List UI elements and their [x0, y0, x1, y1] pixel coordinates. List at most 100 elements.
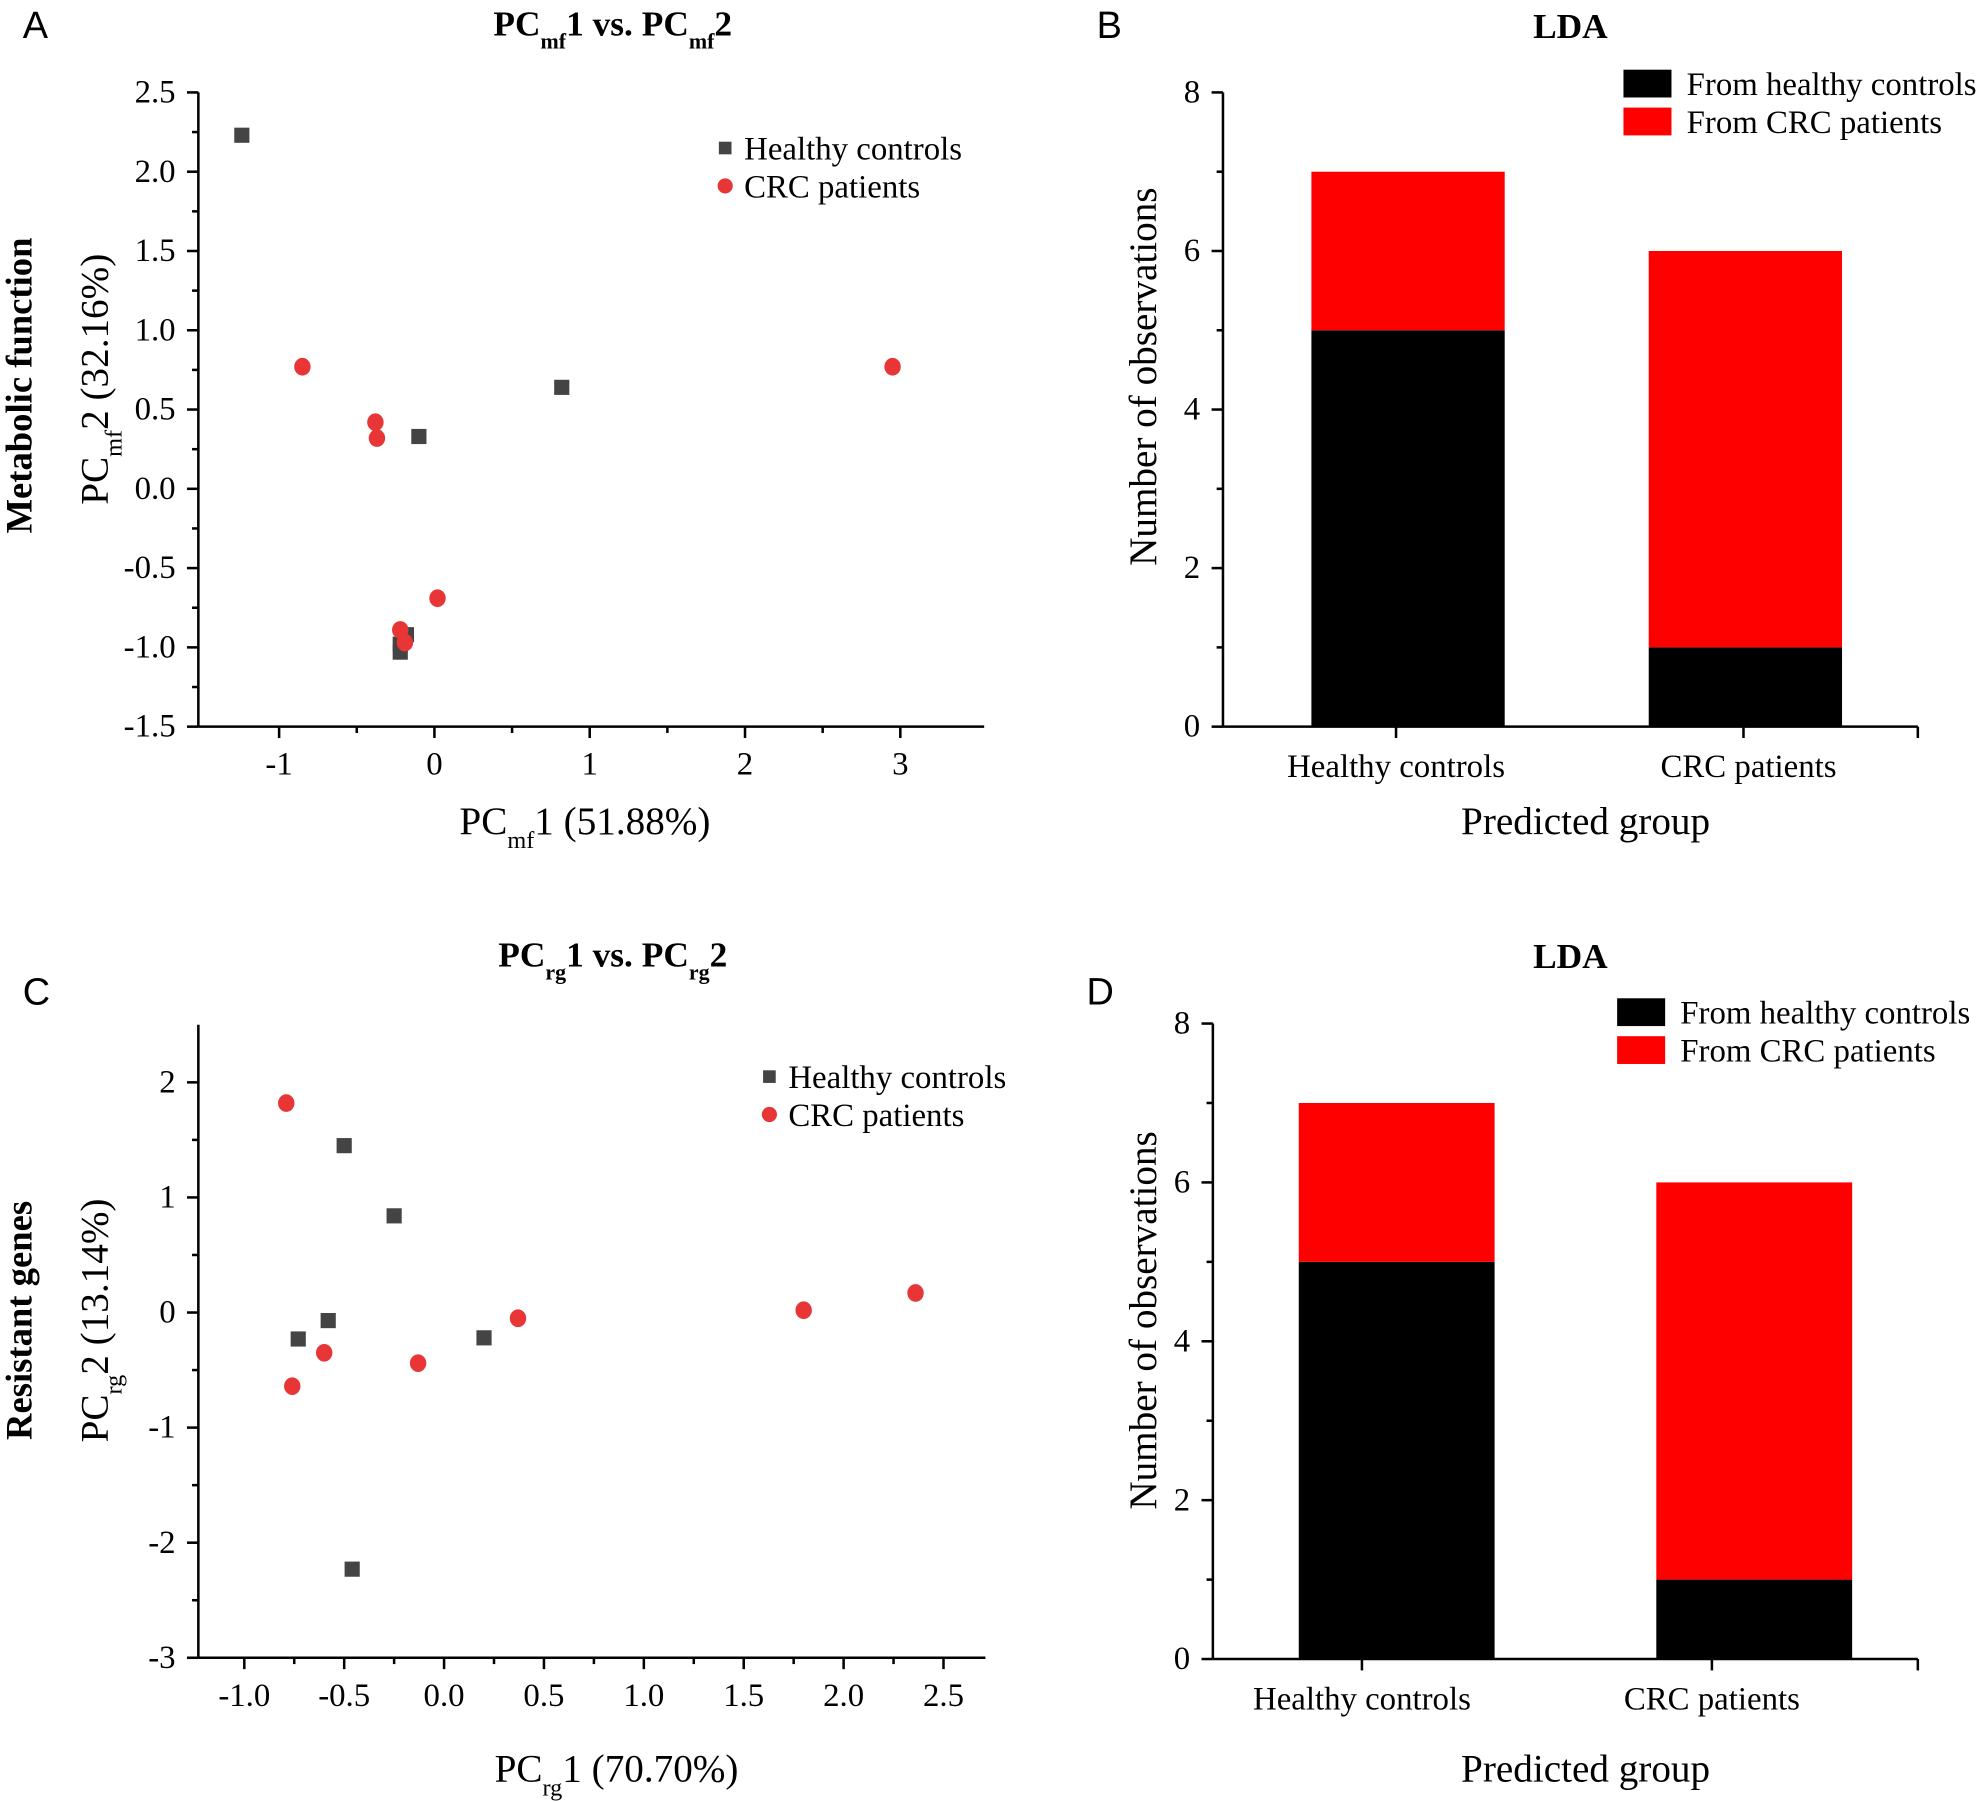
- point-healthy: [411, 428, 427, 445]
- x-tick-label: CRC patients: [1661, 749, 1837, 785]
- bar-from-crc: [1298, 1102, 1495, 1262]
- y-tick-label: -1.0: [124, 629, 176, 665]
- y-axis-label-part: rg: [100, 1375, 127, 1395]
- panel-label-B: B: [1097, 5, 1122, 47]
- point-crc: [278, 1094, 295, 1112]
- y-tick-label: -3: [148, 1640, 175, 1676]
- chart-title-part: rg: [545, 959, 566, 984]
- bar-from-crc: [1648, 250, 1843, 648]
- x-tick-label: 3: [892, 747, 908, 783]
- x-tick-label: 1.0: [623, 1678, 664, 1714]
- point-crc: [294, 357, 311, 376]
- bar-from-healthy: [1648, 647, 1843, 727]
- legend-label: From CRC patients: [1680, 1033, 1935, 1069]
- chart-title-part: 1 vs. PC: [566, 4, 689, 44]
- chart-title-part: mf: [689, 28, 715, 53]
- y-tick-label: 0: [1174, 1641, 1190, 1677]
- chart-title: PCrg1 vs. PCrg2: [498, 935, 727, 985]
- y-axis-label: Number of observations: [1122, 187, 1165, 565]
- point-crc: [315, 1343, 333, 1362]
- chart-title: LDA: [1533, 6, 1608, 46]
- point-crc: [409, 1354, 427, 1373]
- y-tick-label: -1.5: [124, 709, 176, 745]
- point-crc: [368, 429, 386, 447]
- y-tick-label: -0.5: [124, 550, 176, 586]
- legend-label: From CRC patients: [1687, 105, 1942, 141]
- legend-label: Healthy controls: [788, 1060, 1006, 1096]
- y-tick-label: -2: [148, 1525, 175, 1561]
- legend-marker: [718, 141, 732, 155]
- x-axis-label: PCrg1 (70.70%): [495, 1748, 739, 1801]
- y-tick-label: 4: [1184, 392, 1200, 428]
- point-healthy: [336, 1138, 352, 1154]
- chart-title-part: rg: [689, 959, 710, 984]
- legend-swatch: [1623, 107, 1672, 136]
- point-crc: [795, 1301, 812, 1320]
- point-crc: [284, 1377, 301, 1396]
- x-tick-label: 0: [426, 747, 442, 783]
- x-tick-label: 1.5: [723, 1678, 764, 1714]
- bar-from-healthy: [1298, 1261, 1495, 1660]
- y-axis-label-part: 2 (13.14%): [73, 1199, 116, 1375]
- y-tick-label: 4: [1174, 1323, 1190, 1359]
- x-tick-label: -1: [265, 747, 292, 783]
- legend-swatch: [1623, 69, 1672, 98]
- x-axis-label-part: 1 (70.70%): [562, 1748, 738, 1791]
- x-tick-label: 1: [582, 747, 598, 783]
- y-tick-label: 1: [159, 1180, 175, 1216]
- chart-title: PCmf1 vs. PCmf2: [493, 4, 732, 54]
- point-healthy: [386, 1208, 402, 1224]
- legend-label: From healthy controls: [1687, 67, 1977, 103]
- x-axis-label-part: PC: [495, 1748, 543, 1791]
- y-tick-label: 8: [1174, 1006, 1190, 1042]
- x-tick-label: -0.5: [318, 1678, 370, 1714]
- chart-title-part: mf: [541, 28, 567, 53]
- x-axis-label: Predicted group: [1461, 1748, 1710, 1791]
- y-tick-label: 2.0: [135, 154, 176, 190]
- side-label: Resistant genes: [0, 1201, 40, 1440]
- chart-title-part: 1 vs. PC: [566, 935, 689, 975]
- legend-swatch: [1617, 1036, 1666, 1064]
- legend-label: From healthy controls: [1680, 996, 1970, 1032]
- point-crc: [367, 413, 384, 432]
- x-axis-label-part: rg: [543, 1774, 563, 1801]
- x-tick-label: 2.5: [923, 1678, 964, 1714]
- point-crc: [884, 357, 901, 376]
- point-crc: [429, 589, 446, 608]
- legend-swatch: [1617, 998, 1666, 1027]
- y-tick-label: 8: [1184, 75, 1200, 111]
- point-healthy: [344, 1561, 360, 1577]
- y-tick-label: 0: [159, 1295, 175, 1331]
- bar-from-healthy: [1656, 1579, 1853, 1660]
- point-crc: [907, 1284, 924, 1302]
- legend-marker: [761, 1106, 777, 1123]
- y-axis-label: PCmf2 (32.16%): [73, 254, 126, 505]
- y-tick-label: 6: [1184, 233, 1200, 269]
- x-tick-label: 2: [737, 747, 753, 783]
- panel-label-A: A: [23, 5, 49, 47]
- bar-from-crc: [1311, 171, 1505, 331]
- side-label: Metabolic function: [0, 238, 40, 534]
- x-tick-label: 0.0: [424, 1678, 465, 1714]
- y-axis-label: PCrg2 (13.14%): [73, 1199, 126, 1443]
- chart-title-part: 2: [714, 4, 732, 44]
- x-axis-label: PCmf1 (51.88%): [459, 800, 710, 854]
- x-tick-label: -1.0: [218, 1678, 270, 1714]
- x-axis-label: Predicted group: [1461, 800, 1710, 843]
- x-tick-label: CRC patients: [1624, 1682, 1800, 1718]
- point-healthy: [234, 127, 250, 143]
- y-tick-label: 1.5: [135, 233, 176, 269]
- y-tick-label: -1: [148, 1410, 175, 1446]
- y-tick-label: 2: [1184, 550, 1200, 586]
- point-crc: [509, 1309, 527, 1328]
- legend-marker: [717, 178, 733, 194]
- x-tick-label: Healthy controls: [1287, 749, 1505, 785]
- panel-label-C: C: [23, 972, 50, 1014]
- y-tick-label: 2: [159, 1064, 175, 1100]
- y-axis-label-part: PC: [73, 457, 116, 505]
- y-tick-label: 0: [1184, 709, 1200, 745]
- point-healthy: [554, 379, 570, 395]
- y-tick-label: 0.5: [135, 392, 176, 428]
- x-axis-label-part: mf: [507, 827, 535, 854]
- y-tick-label: 0.0: [135, 471, 176, 507]
